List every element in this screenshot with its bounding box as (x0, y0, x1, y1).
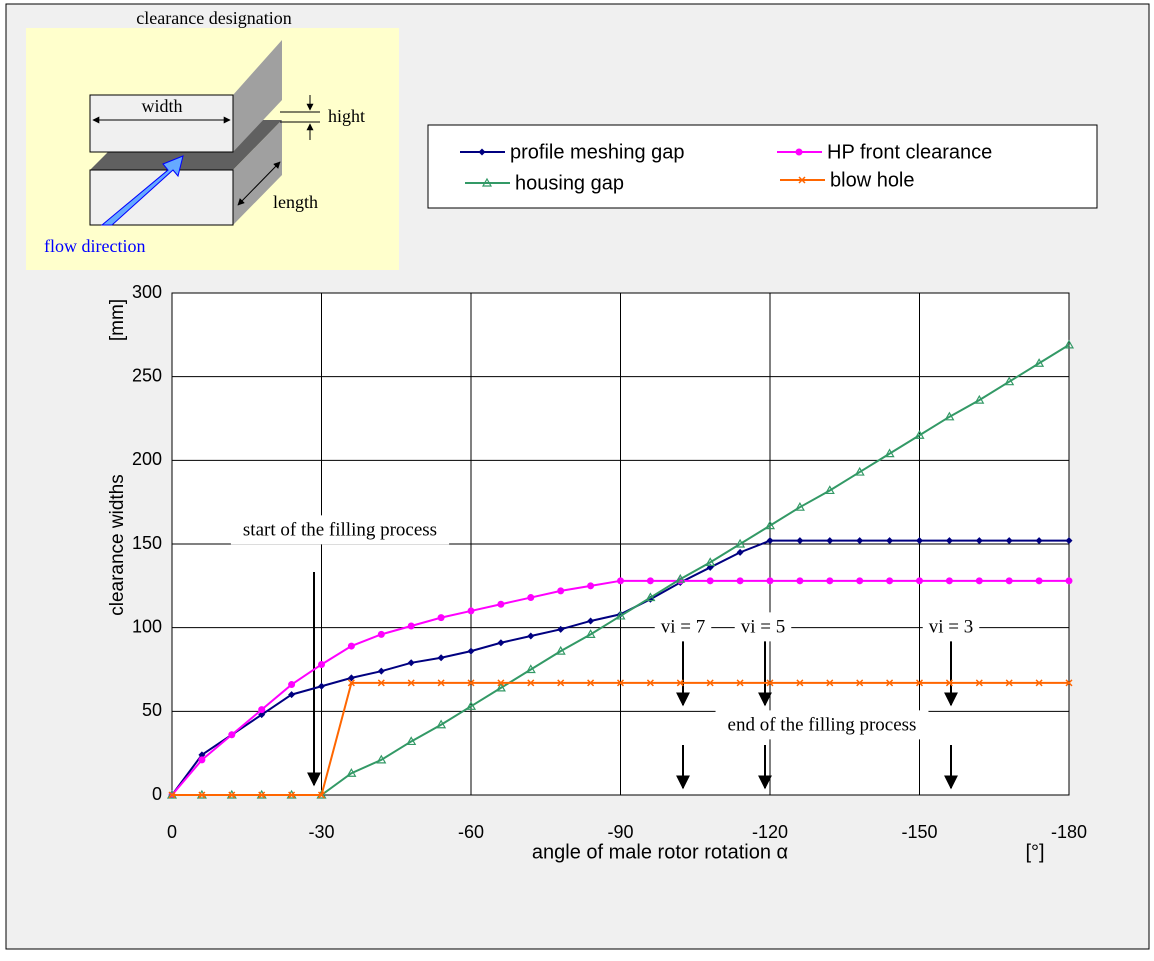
marker (408, 622, 415, 629)
marker (258, 706, 265, 713)
y-tick-label: 300 (132, 282, 162, 302)
marker (647, 577, 654, 584)
x-tick-label: -120 (752, 822, 788, 842)
inset-label: length (273, 192, 318, 212)
annotation: vi = 5 (741, 616, 786, 637)
marker (1006, 577, 1013, 584)
marker (318, 661, 325, 668)
y-tick-label: 100 (132, 616, 162, 636)
annotation: vi = 7 (661, 616, 706, 637)
legend-box (428, 125, 1097, 208)
x-axis-label: angle of male rotor rotation α (532, 841, 788, 863)
legend-label: housing gap (515, 172, 624, 194)
inset-diagram: clearance designation width hight length… (26, 8, 399, 270)
annotation: start of the filling process (243, 519, 437, 540)
inset-title: clearance designation (136, 8, 291, 28)
legend-label: profile meshing gap (510, 141, 685, 163)
legend-label: blow hole (830, 169, 915, 191)
marker (468, 607, 475, 614)
marker (707, 577, 714, 584)
x-tick-label: -30 (308, 822, 334, 842)
marker (378, 631, 385, 638)
marker (737, 577, 744, 584)
x-axis-unit: [°] (1025, 841, 1044, 863)
annotation: end of the filling process (728, 714, 917, 735)
y-tick-label: 150 (132, 533, 162, 553)
y-axis-unit: [mm] (107, 299, 128, 341)
x-tick-label: -60 (458, 822, 484, 842)
marker (946, 577, 953, 584)
marker (497, 601, 504, 608)
marker (198, 756, 205, 763)
x-tick-label: -150 (901, 822, 937, 842)
marker (617, 577, 624, 584)
y-tick-label: 200 (132, 449, 162, 469)
marker (826, 577, 833, 584)
marker (796, 149, 803, 156)
y-tick-label: 50 (142, 700, 162, 720)
y-tick-label: 250 (132, 365, 162, 385)
inset-label: flow direction (44, 236, 145, 256)
x-tick-label: -90 (607, 822, 633, 842)
x-tick-label: 0 (167, 822, 177, 842)
marker (856, 577, 863, 584)
inset-label: width (141, 96, 182, 116)
legend-label: HP front clearance (827, 141, 992, 163)
inset-label: hight (328, 106, 365, 126)
marker (348, 643, 355, 650)
marker (228, 731, 235, 738)
annotation: vi = 3 (929, 616, 974, 637)
marker (438, 614, 445, 621)
x-tick-label: -180 (1051, 822, 1087, 842)
marker (796, 577, 803, 584)
marker (767, 577, 774, 584)
marker (557, 587, 564, 594)
marker (1036, 577, 1043, 584)
y-tick-label: 0 (152, 784, 162, 804)
marker (976, 577, 983, 584)
page: clearance designation width hight length… (0, 0, 1154, 956)
marker (288, 681, 295, 688)
marker (587, 582, 594, 589)
y-axis-label: clearance widths (107, 474, 128, 616)
marker (886, 577, 893, 584)
marker (1066, 577, 1073, 584)
marker (527, 594, 534, 601)
marker (916, 577, 923, 584)
